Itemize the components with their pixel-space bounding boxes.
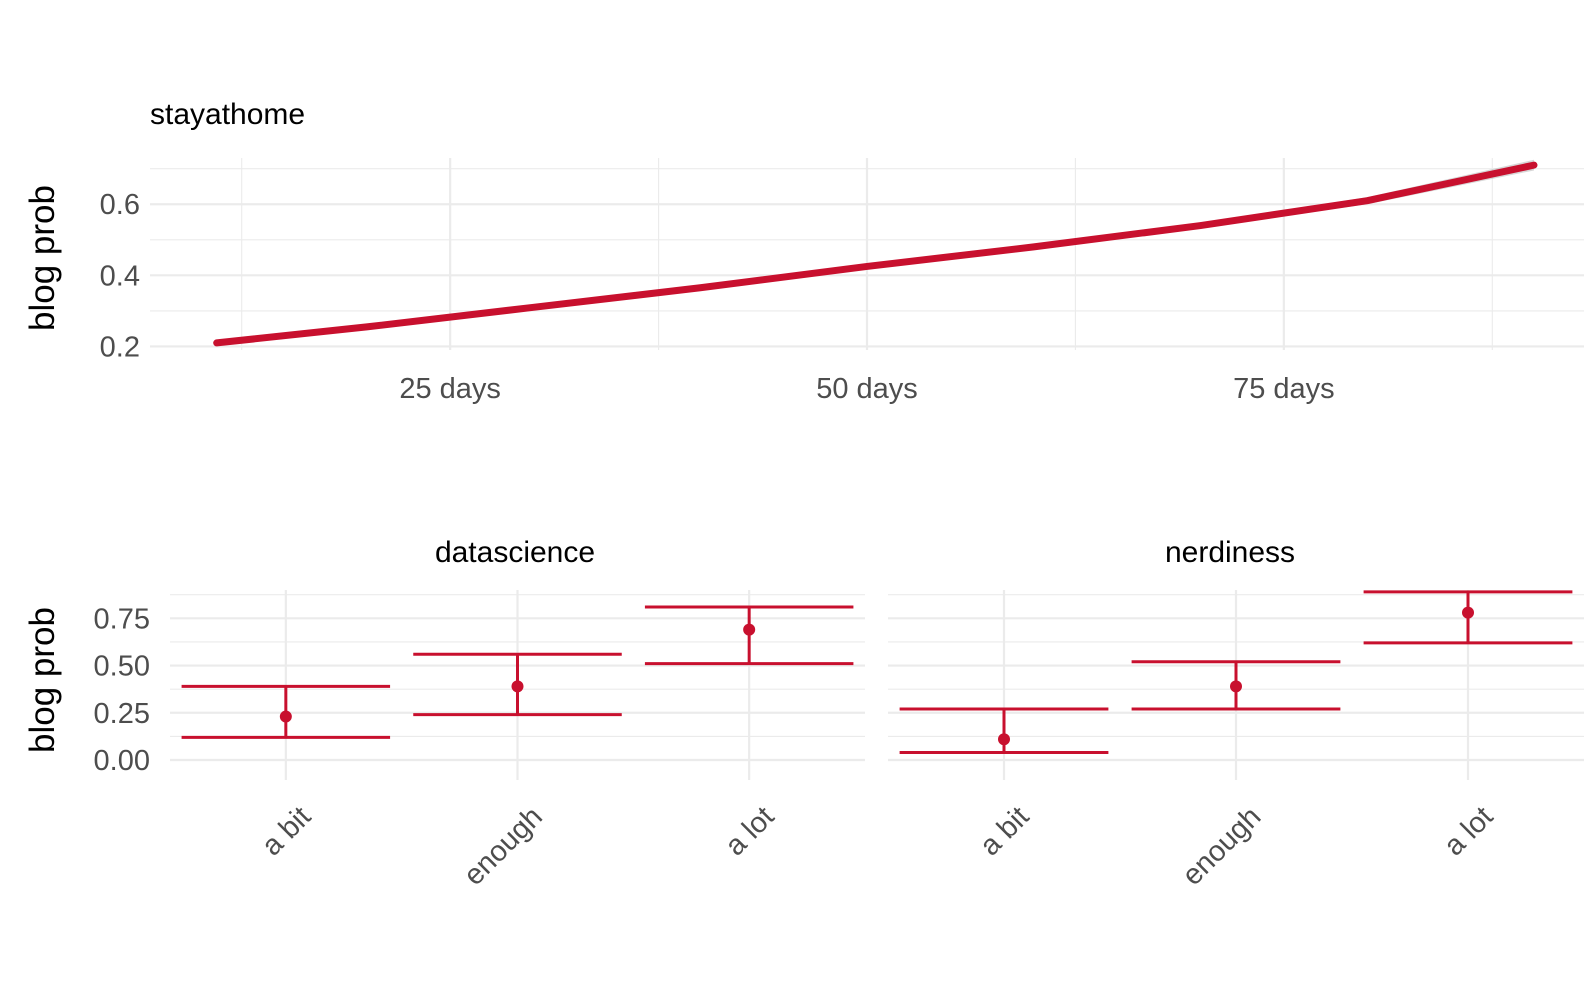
y-tick-label: 0.2 [100, 331, 140, 363]
error-bar [1363, 590, 1573, 645]
y-tick-label: 0.4 [100, 260, 140, 292]
nerdiness-series [899, 590, 1573, 754]
panel-stayathome: stayathome 0.2 0.4 0.6 25 days 50 days 75 da… [23, 98, 1584, 405]
x-tick-label: enough [1176, 801, 1267, 892]
x-tick-label: a lot [1438, 801, 1499, 862]
confidence-ribbon [216, 159, 1534, 345]
top-grid [150, 158, 1584, 350]
panel-nerdiness: nerdiness a bit enough a lot [888, 536, 1584, 892]
panel-title-nerdiness: nerdiness [1165, 536, 1295, 569]
x-tick-label: a bit [256, 801, 317, 862]
x-tick-label: 50 days [816, 373, 918, 405]
estimate-point [511, 680, 524, 693]
panel-datascience: datascience 0.00 0.25 0.50 0.75 a bit enough… [23, 536, 865, 892]
x-tick-label: enough [458, 801, 549, 892]
datascience-series [181, 605, 854, 739]
y-tick-label: 0.6 [100, 189, 140, 221]
top-x-tick-labels: 25 days 50 days 75 days [399, 373, 1334, 405]
top-series [213, 159, 1538, 347]
error-bar [1131, 660, 1341, 711]
series-line [213, 161, 1538, 347]
datascience-x-tick-labels: a bit enough a lot [256, 801, 781, 892]
nerdiness-x-tick-labels: a bit enough a lot [974, 801, 1499, 892]
error-bar [181, 684, 391, 739]
estimate-point [1462, 606, 1474, 619]
y-tick-label: 0.00 [94, 745, 150, 777]
panel-title-datascience: datascience [435, 536, 595, 569]
estimate-point [998, 733, 1010, 746]
top-y-axis-title: blog prob [23, 185, 62, 331]
estimate-point [279, 710, 292, 723]
top-y-tick-labels: 0.2 0.4 0.6 [100, 189, 140, 363]
error-bar [413, 652, 622, 717]
panel-title-stayathome: stayathome [150, 98, 305, 131]
error-bar [899, 707, 1109, 754]
bottom-y-axis-title: blog prob [23, 607, 62, 753]
x-tick-label: a lot [719, 801, 780, 862]
error-bar [644, 605, 854, 666]
x-tick-label: 75 days [1233, 373, 1335, 405]
y-tick-label: 0.75 [94, 603, 150, 635]
y-tick-label: 0.50 [94, 651, 150, 683]
x-tick-label: 25 days [399, 373, 501, 405]
estimate-point [743, 623, 756, 636]
x-tick-label: a bit [974, 801, 1035, 862]
estimate-point [1230, 680, 1242, 693]
datascience-y-tick-labels: 0.00 0.25 0.50 0.75 [94, 603, 150, 777]
y-tick-label: 0.25 [94, 698, 150, 730]
